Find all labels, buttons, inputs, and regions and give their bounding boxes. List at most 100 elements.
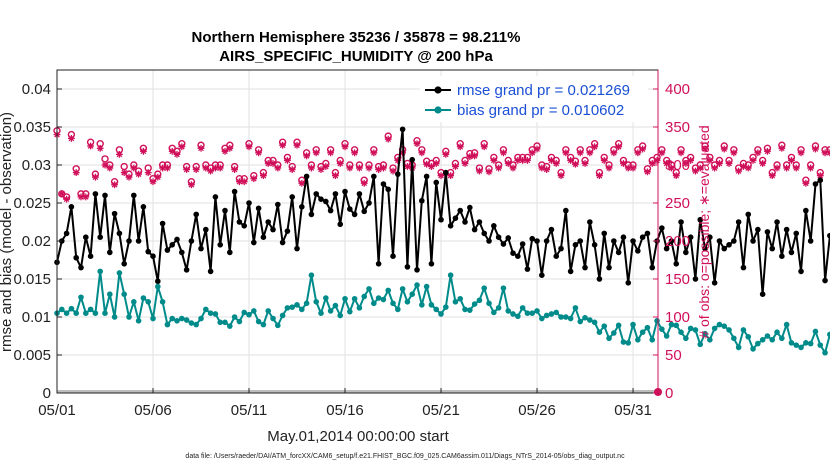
obs-evaluated-marker <box>644 168 651 176</box>
data-point-rmse <box>452 215 459 221</box>
y-tick-label: 0.015 <box>13 271 51 288</box>
data-point-bias <box>519 305 526 311</box>
data-point-bias <box>543 312 550 319</box>
obs-evaluated-marker <box>687 157 695 164</box>
obs-evaluated-marker <box>216 164 224 172</box>
obs-evaluated-marker <box>807 164 815 172</box>
obs-evaluated-marker <box>552 160 560 167</box>
data-point-rmse <box>515 253 521 259</box>
data-point-rmse <box>491 223 497 229</box>
obs-evaluated-marker <box>581 160 589 167</box>
y-right-tick-label: 50 <box>665 347 682 364</box>
data-point-rmse <box>203 226 209 233</box>
data-point-bias <box>299 306 305 313</box>
obs-evaluated-marker <box>452 163 459 170</box>
x-tick-label: 05/06 <box>134 402 172 419</box>
data-point-bias <box>59 306 65 313</box>
series-line-rmse <box>56 128 830 296</box>
data-point-rmse <box>433 179 440 186</box>
data-point-bias <box>774 329 780 336</box>
data-point-bias <box>663 333 670 339</box>
data-point-rmse <box>135 238 142 244</box>
x-tick-label: 05/21 <box>422 402 460 419</box>
obs-evaluated-marker <box>812 145 819 153</box>
data-point-bias <box>131 299 137 305</box>
obs-evaluated-marker <box>365 164 373 172</box>
obs-evaluated-marker <box>567 157 575 164</box>
obs-evaluated-marker <box>149 178 157 186</box>
obs-evaluated-marker <box>586 149 594 157</box>
data-point-rmse <box>471 226 478 233</box>
data-point-rmse <box>462 219 468 225</box>
data-point-rmse <box>275 201 281 208</box>
data-point-rmse <box>649 264 656 271</box>
y-tick-label: 0.005 <box>13 347 51 364</box>
obs-evaluated-marker <box>677 149 685 157</box>
data-point-bias <box>769 337 776 343</box>
data-point-bias <box>203 306 209 313</box>
data-point-rmse <box>323 198 329 205</box>
data-point-rmse <box>332 191 339 197</box>
data-point-rmse <box>179 249 185 256</box>
x-tick-label: 05/31 <box>614 402 652 419</box>
data-point-rmse <box>495 234 502 240</box>
obs-evaluated-marker <box>255 149 263 157</box>
obs-evaluated-marker <box>706 157 714 164</box>
data-point-bias <box>822 349 828 356</box>
obs-evaluated-marker <box>639 145 647 153</box>
obs-evaluated-marker <box>135 170 143 178</box>
data-point-bias <box>289 304 296 310</box>
data-point-bias <box>687 325 694 332</box>
data-point-rmse <box>731 238 737 244</box>
data-point-bias <box>481 285 488 291</box>
data-point-rmse <box>63 230 70 237</box>
obs-evaluated-marker <box>634 149 642 157</box>
data-point-rmse <box>697 216 704 223</box>
obs-evaluated-marker <box>562 149 570 157</box>
obs-evaluated-marker <box>125 173 133 181</box>
data-point-rmse <box>260 234 267 240</box>
data-point-rmse <box>505 235 512 241</box>
data-point-rmse <box>255 205 262 212</box>
data-point-rmse <box>582 264 588 271</box>
legend-box <box>420 76 648 122</box>
obs-evaluated-marker <box>735 167 743 175</box>
y-right-tick-label: 100 <box>665 309 690 326</box>
obs-evaluated-marker <box>509 164 517 172</box>
obs-evaluated-marker <box>130 164 138 172</box>
data-point-rmse <box>519 241 526 247</box>
data-point-rmse <box>366 200 372 206</box>
data-point-bias <box>567 315 574 322</box>
y-tick-label: 0.025 <box>13 195 51 212</box>
data-point-bias <box>217 319 224 326</box>
data-point-rmse <box>265 219 272 225</box>
data-point-rmse <box>678 219 684 225</box>
obs-evaluated-marker <box>629 164 637 172</box>
obs-evaluated-marker <box>471 152 479 160</box>
data-point-rmse <box>827 232 830 239</box>
chart-title-line2: AIRS_SPECIFIC_HUMIDITY @ 200 hPa <box>219 48 493 65</box>
data-point-bias <box>471 301 478 307</box>
data-point-bias <box>683 335 689 342</box>
data-point-bias <box>332 302 339 309</box>
data-point-rmse <box>635 248 641 254</box>
data-point-rmse <box>443 169 449 176</box>
data-point-rmse <box>822 277 828 284</box>
obs-evaluated-marker <box>428 163 435 170</box>
obs-evaluated-marker <box>711 164 719 172</box>
y-right-tick-label: 350 <box>665 119 690 136</box>
data-point-bias <box>678 329 684 336</box>
data-point-rmse <box>150 253 156 259</box>
data-point-rmse <box>121 261 128 267</box>
y-right-axis-label: # of obs: o=possible; ∗=evaluated <box>696 125 712 338</box>
data-point-bias <box>649 337 656 343</box>
data-point-bias <box>145 299 152 305</box>
data-point-rmse <box>404 264 411 270</box>
data-point-rmse <box>83 234 89 240</box>
obs-evaluated-marker <box>442 150 450 158</box>
data-point-rmse <box>779 253 785 259</box>
data-point-bias <box>111 314 118 320</box>
data-point-rmse <box>803 207 809 214</box>
data-point-bias <box>495 305 502 311</box>
data-point-rmse <box>630 238 636 244</box>
